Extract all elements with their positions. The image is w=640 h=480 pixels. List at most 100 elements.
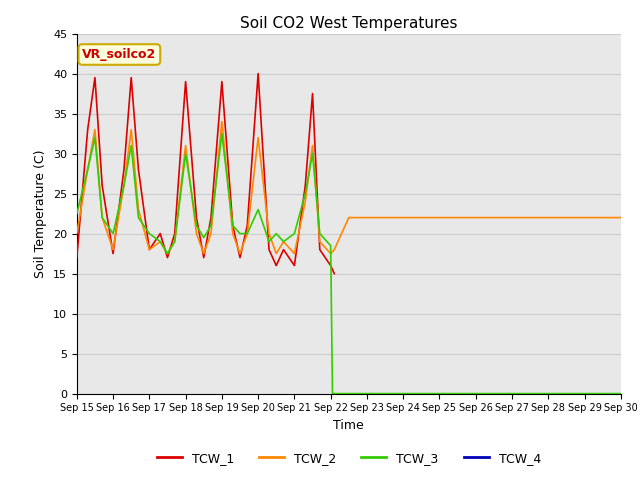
TCW_2 <box>338 231 346 237</box>
TCW_2 <box>200 251 207 256</box>
Line: TCW_3: TCW_3 <box>77 133 621 394</box>
TCW_2 <box>308 143 316 148</box>
TCW_3 <box>316 231 324 237</box>
TCW_3 <box>99 215 106 220</box>
TCW_3 <box>200 235 207 240</box>
TCW_2 <box>254 135 262 141</box>
TCW_1 <box>280 247 287 252</box>
TCW_2 <box>91 127 99 132</box>
TCW_1 <box>301 183 309 189</box>
TCW_2 <box>99 215 106 220</box>
Y-axis label: Soil Temperature (C): Soil Temperature (C) <box>35 149 47 278</box>
TCW_1 <box>254 71 262 76</box>
TCW_3 <box>273 231 280 237</box>
Line: TCW_1: TCW_1 <box>77 73 334 274</box>
TCW_1 <box>330 271 338 276</box>
TCW_2 <box>243 231 251 237</box>
TCW_1 <box>265 247 273 252</box>
TCW_3 <box>308 151 316 156</box>
Title: Soil CO2 West Temperatures: Soil CO2 West Temperatures <box>240 16 458 31</box>
TCW_1 <box>127 75 135 81</box>
TCW_3 <box>617 391 625 396</box>
TCW_2 <box>109 247 117 252</box>
X-axis label: Time: Time <box>333 419 364 432</box>
TCW_1 <box>207 215 215 220</box>
TCW_3 <box>134 215 142 220</box>
TCW_3 <box>109 231 117 237</box>
TCW_1 <box>229 223 237 228</box>
TCW_2 <box>171 239 179 244</box>
TCW_1 <box>243 223 251 228</box>
TCW_3 <box>145 231 153 237</box>
TCW_2 <box>120 183 128 189</box>
TCW_3 <box>229 223 237 228</box>
TCW_3 <box>164 251 172 256</box>
TCW_1 <box>109 251 117 256</box>
TCW_3 <box>120 183 128 189</box>
TCW_1 <box>156 231 164 237</box>
TCW_3 <box>73 211 81 216</box>
TCW_1 <box>236 255 244 261</box>
TCW_3 <box>265 239 273 244</box>
TCW_2 <box>229 231 237 237</box>
TCW_3 <box>291 231 298 237</box>
TCW_1 <box>193 215 200 220</box>
TCW_3 <box>207 223 215 228</box>
Line: TCW_2: TCW_2 <box>77 121 621 253</box>
TCW_1 <box>145 247 153 252</box>
TCW_1 <box>200 255 207 261</box>
TCW_2 <box>182 143 189 148</box>
TCW_1 <box>308 91 316 96</box>
TCW_1 <box>73 255 81 261</box>
TCW_3 <box>91 135 99 141</box>
TCW_1 <box>273 263 280 268</box>
TCW_3 <box>243 231 251 237</box>
TCW_2 <box>84 167 92 172</box>
TCW_4 <box>617 393 625 399</box>
TCW_3 <box>218 131 226 136</box>
Text: VR_soilco2: VR_soilco2 <box>82 48 157 61</box>
TCW_2 <box>134 207 142 213</box>
TCW_3 <box>84 167 92 172</box>
TCW_3 <box>280 239 287 244</box>
TCW_1 <box>182 79 189 84</box>
TCW_3 <box>236 231 244 237</box>
TCW_3 <box>254 207 262 213</box>
TCW_3 <box>171 239 179 244</box>
TCW_3 <box>193 223 200 228</box>
TCW_2 <box>316 239 324 244</box>
TCW_2 <box>273 251 280 256</box>
TCW_3 <box>127 143 135 148</box>
TCW_2 <box>207 231 215 237</box>
TCW_2 <box>236 251 244 256</box>
TCW_1 <box>327 263 335 268</box>
TCW_1 <box>316 247 324 252</box>
TCW_3 <box>182 151 189 156</box>
TCW_3 <box>327 243 335 249</box>
TCW_2 <box>280 239 287 244</box>
TCW_2 <box>345 215 353 220</box>
TCW_1 <box>291 263 298 268</box>
TCW_1 <box>164 255 172 261</box>
TCW_2 <box>156 239 164 244</box>
TCW_2 <box>164 251 172 256</box>
TCW_2 <box>291 251 298 256</box>
TCW_2 <box>127 127 135 132</box>
TCW_3 <box>301 191 309 196</box>
TCW_3 <box>156 239 164 244</box>
TCW_2 <box>265 231 273 237</box>
TCW_1 <box>84 127 92 132</box>
TCW_2 <box>73 231 81 237</box>
TCW_2 <box>327 251 335 256</box>
TCW_4 <box>327 393 335 399</box>
TCW_1 <box>120 167 128 172</box>
TCW_1 <box>218 79 226 84</box>
Legend: TCW_1, TCW_2, TCW_3, TCW_4: TCW_1, TCW_2, TCW_3, TCW_4 <box>152 447 546 469</box>
TCW_2 <box>301 199 309 204</box>
TCW_2 <box>330 247 338 252</box>
TCW_2 <box>218 119 226 124</box>
TCW_2 <box>145 247 153 252</box>
TCW_2 <box>193 231 200 237</box>
TCW_3 <box>329 391 337 396</box>
TCW_1 <box>91 75 99 81</box>
